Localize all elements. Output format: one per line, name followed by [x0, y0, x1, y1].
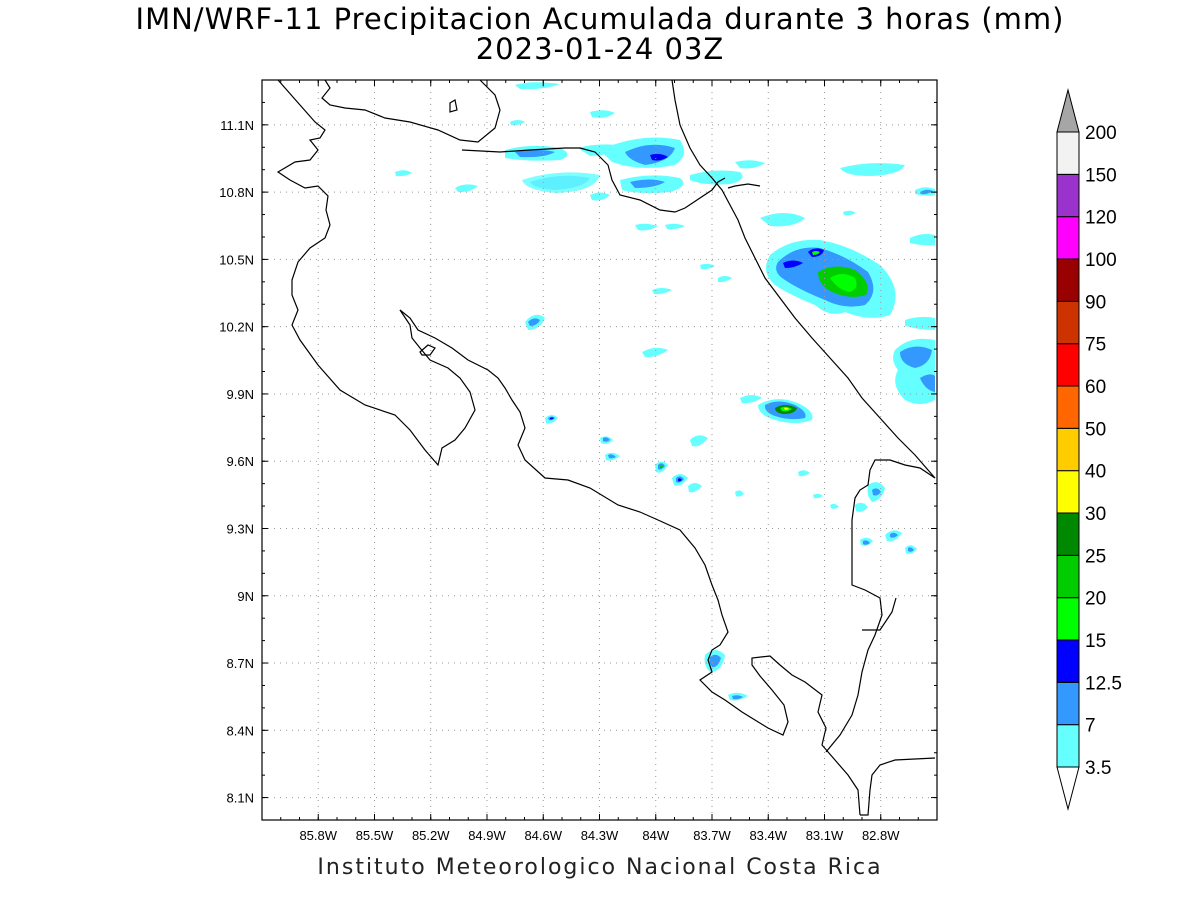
map-frame — [261, 79, 938, 821]
lon-tick-label: 84.9W — [468, 828, 506, 843]
lon-tick-label: 82.8W — [862, 828, 900, 843]
colorbar-label: 50 — [1085, 419, 1106, 440]
colorbar-arrow-bottom — [1056, 766, 1080, 811]
colorbar-label: 20 — [1085, 589, 1106, 610]
colorbar-swatch — [1056, 131, 1080, 175]
colorbar-label: 3.5 — [1085, 758, 1111, 779]
colorbar-swatch — [1056, 258, 1080, 302]
colorbar-label: 100 — [1085, 250, 1117, 271]
colorbar-label: 40 — [1085, 462, 1106, 483]
lon-tick-label: 85.8W — [299, 828, 337, 843]
colorbar-label: 7 — [1085, 716, 1096, 737]
lat-tick-label: 10.5N — [219, 252, 254, 267]
colorbar-label: 12.5 — [1085, 673, 1122, 694]
colorbar-swatch — [1056, 512, 1080, 556]
colorbar-label: 120 — [1085, 208, 1117, 229]
map-valid-time: 2023-01-24 03Z — [475, 32, 725, 66]
axis-ticks — [261, 79, 938, 821]
coastlines — [276, 79, 936, 816]
gridlines — [262, 80, 937, 820]
lon-tick-label: 84.3W — [581, 828, 619, 843]
lat-tick-label: 10.2N — [219, 320, 254, 335]
colorbar-swatch — [1056, 385, 1080, 429]
colorbar: 3.5 7 12.5 15 20 25 30 40 50 60 75 90 100 120 150 200 — [1056, 88, 1122, 811]
lon-tick-label: 85.5W — [356, 828, 394, 843]
colorbar-label: 150 — [1085, 165, 1117, 186]
lat-tick-label: 10.8N — [219, 185, 254, 200]
colorbar-swatch — [1056, 173, 1080, 218]
colorbar-label: 75 — [1085, 335, 1106, 356]
colorbar-swatch — [1056, 216, 1080, 260]
colorbar-label: 30 — [1085, 504, 1106, 525]
colorbar-label: 25 — [1085, 546, 1106, 567]
lon-tick-label: 83.4W — [749, 828, 787, 843]
lon-tick-label: 85.2W — [412, 828, 450, 843]
colorbar-swatch — [1056, 343, 1080, 387]
colorbar-label: 200 — [1085, 123, 1117, 144]
colorbar-arrow-top — [1056, 88, 1080, 133]
lon-tick-label: 84W — [642, 828, 669, 843]
colorbar-swatch — [1056, 639, 1080, 683]
footer-credit: Instituto Meteorologico Nacional Costa R… — [317, 855, 883, 880]
lat-tick-label: 9.6N — [227, 454, 254, 469]
lon-tick-label: 84.6W — [524, 828, 562, 843]
lat-tick-label: 9N — [237, 589, 254, 604]
lat-tick-label: 9.9N — [227, 387, 254, 402]
colorbar-label: 90 — [1085, 292, 1106, 313]
lat-tick-label: 8.1N — [227, 791, 254, 806]
colorbar-swatch — [1056, 300, 1080, 345]
precipitation-field — [395, 82, 935, 701]
lat-tick-label: 9.3N — [227, 521, 254, 536]
lon-tick-label: 83.7W — [693, 828, 731, 843]
colorbar-swatch — [1056, 470, 1080, 514]
colorbar-swatch — [1056, 681, 1080, 726]
colorbar-swatch — [1056, 724, 1080, 768]
colorbar-label: 15 — [1085, 631, 1106, 652]
map-title: IMN/WRF-11 Precipitacion Acumulada duran… — [135, 2, 1065, 36]
lon-tick-label: 83.1W — [806, 828, 844, 843]
colorbar-swatch — [1056, 597, 1080, 641]
colorbar-label: 60 — [1085, 377, 1106, 398]
lat-tick-label: 8.4N — [227, 723, 254, 738]
lat-tick-label: 11.1N — [220, 118, 254, 133]
colorbar-swatch — [1056, 427, 1080, 472]
lat-tick-label: 8.7N — [227, 656, 254, 671]
colorbar-swatch — [1056, 554, 1080, 599]
